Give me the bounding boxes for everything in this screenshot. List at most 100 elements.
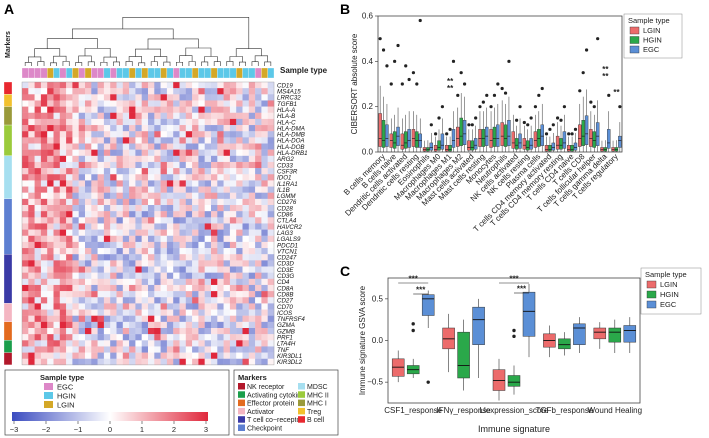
heatmap-cell [154,82,161,89]
heatmap-cell [185,205,193,212]
heatmap-cell [103,321,111,329]
heatmap-cell [223,192,231,200]
heatmap-cell [192,346,199,353]
heatmap-cell [47,248,54,255]
chart-b-legend-swatch [629,45,640,54]
gene-label: CD276 [277,199,297,206]
heatmap-cell [103,284,111,292]
chart-b-outlier [503,91,508,95]
heatmap-cell [129,192,136,200]
heatmap-cell [22,352,29,359]
heatmap-cell [236,266,243,273]
chart-b-outlier [518,105,522,109]
heatmap-cell [267,241,275,249]
heatmap-cell [185,155,193,163]
heatmap-cell [91,352,98,359]
heatmap-cell [22,321,29,329]
heatmap-cell [173,180,180,187]
heatmap-cell [135,174,142,181]
heatmap-cell [236,211,243,218]
heatmap-cell [97,352,105,359]
column-dendrogram [24,17,272,66]
heatmap-cell [97,88,105,95]
heatmap-cell [185,125,193,132]
heatmap-cell [166,334,174,341]
heatmap-cell [148,309,155,316]
heatmap-cell [59,112,67,120]
heatmap-cell [173,328,180,335]
heatmap-cell [242,155,249,163]
heatmap-cell [59,260,67,267]
heatmap-cell [211,235,218,243]
heatmap-cell [78,186,86,193]
heatmap-cell [141,168,149,175]
heatmap-cell [34,168,42,175]
heatmap-cell [72,168,79,175]
heatmap-cell [66,106,73,113]
heatmap-cell [116,149,123,156]
heatmap-cell [53,161,60,169]
chart-b-outlier [437,116,441,120]
heatmap-cell [135,334,142,341]
heatmap-cell [40,334,48,341]
heatmap-cell [141,358,149,366]
heatmap-cell [59,217,67,224]
heatmap-cell [129,229,136,236]
heatmap-cell [160,291,168,298]
heatmap-cell [72,358,79,366]
heatmap-cell [236,106,243,113]
heatmap-cell [116,174,123,181]
heatmap-cell [217,229,224,236]
heatmap-cell [110,143,117,150]
heatmap-cell [236,155,243,163]
marker-legend-swatch [298,416,305,423]
chart-b-ytick-label: 0.4 [362,57,374,66]
heatmap-cell [135,112,142,120]
heatmap-cell [223,131,231,138]
heatmap-cell [59,161,67,169]
heatmap-cell [91,223,98,230]
heatmap-cell [223,180,231,187]
chart-b-outlier [584,48,589,52]
heatmap-cell [248,358,256,366]
heatmap-cell [28,241,35,249]
heatmap-cell [135,229,142,236]
colorbar-tick-label: −1 [74,425,83,434]
marker-legend-swatch [238,383,245,390]
heatmap-cell [173,82,180,89]
chart-b-box [592,131,596,148]
heatmap-cell [97,321,105,329]
heatmap-cell [22,94,29,101]
heatmap-cell [59,334,67,341]
heatmap-cell [116,205,123,212]
heatmap-cell [229,334,237,341]
heatmap-cell [192,284,199,292]
gene-label: CD27 [277,298,293,305]
heatmap-cell [166,205,174,212]
heatmap-cell [53,155,60,163]
heatmap-cell [122,284,130,292]
heatmap-cell [185,174,193,181]
chart-b-outlier [385,64,389,68]
heatmap-cell [34,205,42,212]
heatmap-cell [198,131,205,138]
heatmap-cell [223,278,231,286]
heatmap-cell [97,137,105,144]
heatmap-cell [229,205,237,212]
heatmap-cell [97,229,105,236]
heatmap-cell [110,155,117,163]
heatmap-cell [179,321,186,329]
heatmap-cell [47,346,54,353]
heatmap-cell [116,241,123,249]
heatmap-cell [204,106,212,113]
heatmap-cell [211,94,218,101]
heatmap-cell [192,309,199,316]
heatmap-cell [217,260,224,267]
heatmap-cell [78,106,86,113]
heatmap-cell [217,174,224,181]
heatmap-cell [223,284,231,292]
heatmap-cell [166,131,174,138]
chart-c-box [573,323,586,345]
heatmap-cell [28,94,35,101]
gene-label: CD3E [277,267,294,274]
